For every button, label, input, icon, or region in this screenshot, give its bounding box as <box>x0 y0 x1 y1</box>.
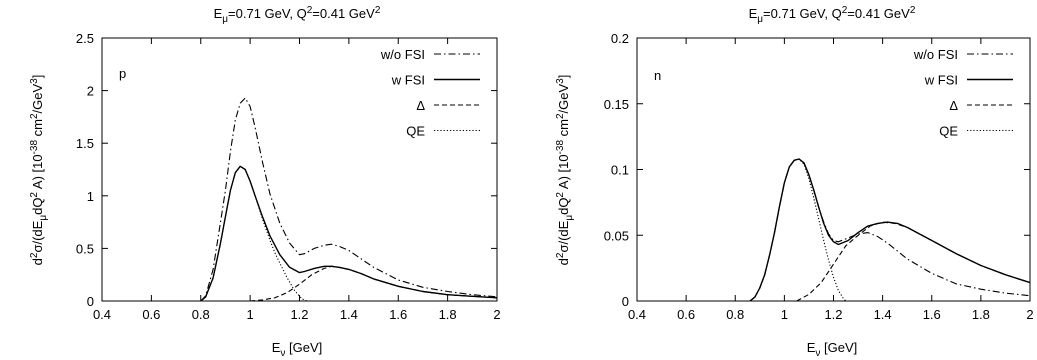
y-tick-label: 0 <box>87 294 94 309</box>
series-curves <box>749 158 1031 302</box>
y-tick-label: 1.5 <box>76 136 94 151</box>
legend-label: w/o FSI <box>380 47 425 62</box>
chart-panel-neutron: Eμ=0.71 GeV, Q2=0.41 GeV2 d2σ/(dEμdQ2 A)… <box>555 5 1034 359</box>
y-tick-label: 0 <box>622 294 629 309</box>
legend: w/o FSI w FSI Δ QE <box>380 47 480 139</box>
x-tick-label: 1 <box>781 307 788 322</box>
axis-ticks: 0.4 0.6 0.8 1 1.2 1.4 1.6 1.8 2 0 0.05 0.1 0.15 0.2 <box>604 31 1034 322</box>
chart-panel-proton: Eμ=0.71 GeV, Q2=0.41 GeV2 d2σ/(dEμdQ2 A)… <box>29 5 501 359</box>
x-tick-label: 1.4 <box>874 307 892 322</box>
x-tick-label: 0.8 <box>192 307 210 322</box>
x-tick-label: 1.2 <box>824 307 842 322</box>
panel-label: n <box>654 68 661 83</box>
y-tick-label: 0.5 <box>76 241 94 256</box>
series-line-dashed <box>796 221 1031 302</box>
y-tick-label: 2.5 <box>76 31 94 46</box>
chart-title: Eμ=0.71 GeV, Q2=0.41 GeV2 <box>214 5 381 25</box>
x-tick-label: 0.8 <box>726 307 744 322</box>
series-line-dotted <box>749 158 847 302</box>
x-tick-label: 1 <box>247 307 254 322</box>
legend-label: QE <box>939 124 958 139</box>
legend: w/o FSI w FSI Δ QE <box>913 47 1013 139</box>
y-tick-label: 0.15 <box>604 97 629 112</box>
x-axis-label: Eν [GeV] <box>807 340 858 359</box>
x-tick-label: 1.8 <box>972 307 990 322</box>
x-tick-label: 1.4 <box>340 307 358 322</box>
y-tick-label: 0.2 <box>611 31 629 46</box>
chart-title: Eμ=0.71 GeV, Q2=0.41 GeV2 <box>749 5 916 25</box>
panel-label: p <box>119 66 126 81</box>
x-tick-label: 0.4 <box>93 307 111 322</box>
x-tick-label: 0.6 <box>142 307 160 322</box>
axis-ticks: 0.4 0.6 0.8 1 1.2 1.4 1.6 1.8 2 0 0.5 1 1.5 2 2.5 <box>76 31 501 322</box>
y-tick-label: 0.1 <box>611 163 629 178</box>
x-axis-label: Eν [GeV] <box>272 340 323 359</box>
legend-label: w/o FSI <box>913 47 958 62</box>
series-line-dotted <box>200 165 308 302</box>
series-line-solid <box>200 165 498 302</box>
series-line-dashdot <box>749 158 1031 302</box>
series-line-solid <box>749 158 1031 302</box>
x-tick-label: 1.6 <box>389 307 407 322</box>
y-tick-label: 2 <box>87 84 94 99</box>
legend-label: Δ <box>416 98 425 113</box>
legend-label: Δ <box>949 98 958 113</box>
y-axis-label: d2σ/(dEμdQ2 A) [10-38 cm2/GeV3] <box>29 75 49 266</box>
x-tick-label: 1.6 <box>923 307 941 322</box>
x-tick-label: 2 <box>493 307 500 322</box>
plot-frame <box>101 37 498 302</box>
legend-label: QE <box>406 124 425 139</box>
y-tick-label: 0.05 <box>604 228 629 243</box>
plot-frame <box>636 37 1031 302</box>
x-tick-label: 0.6 <box>677 307 695 322</box>
series-line-dashdot <box>200 97 498 302</box>
series-curves <box>200 97 498 302</box>
y-axis-label: d2σ/(dEμdQ2 A) [10-38 cm2/GeV3] <box>555 75 575 266</box>
x-tick-label: 0.4 <box>628 307 646 322</box>
x-tick-label: 2 <box>1026 307 1033 322</box>
legend-label: w FSI <box>391 73 425 88</box>
x-tick-label: 1.2 <box>290 307 308 322</box>
series-line-dashed <box>250 265 498 302</box>
x-tick-label: 1.8 <box>439 307 457 322</box>
y-tick-label: 1 <box>87 189 94 204</box>
legend-label: w FSI <box>924 73 958 88</box>
